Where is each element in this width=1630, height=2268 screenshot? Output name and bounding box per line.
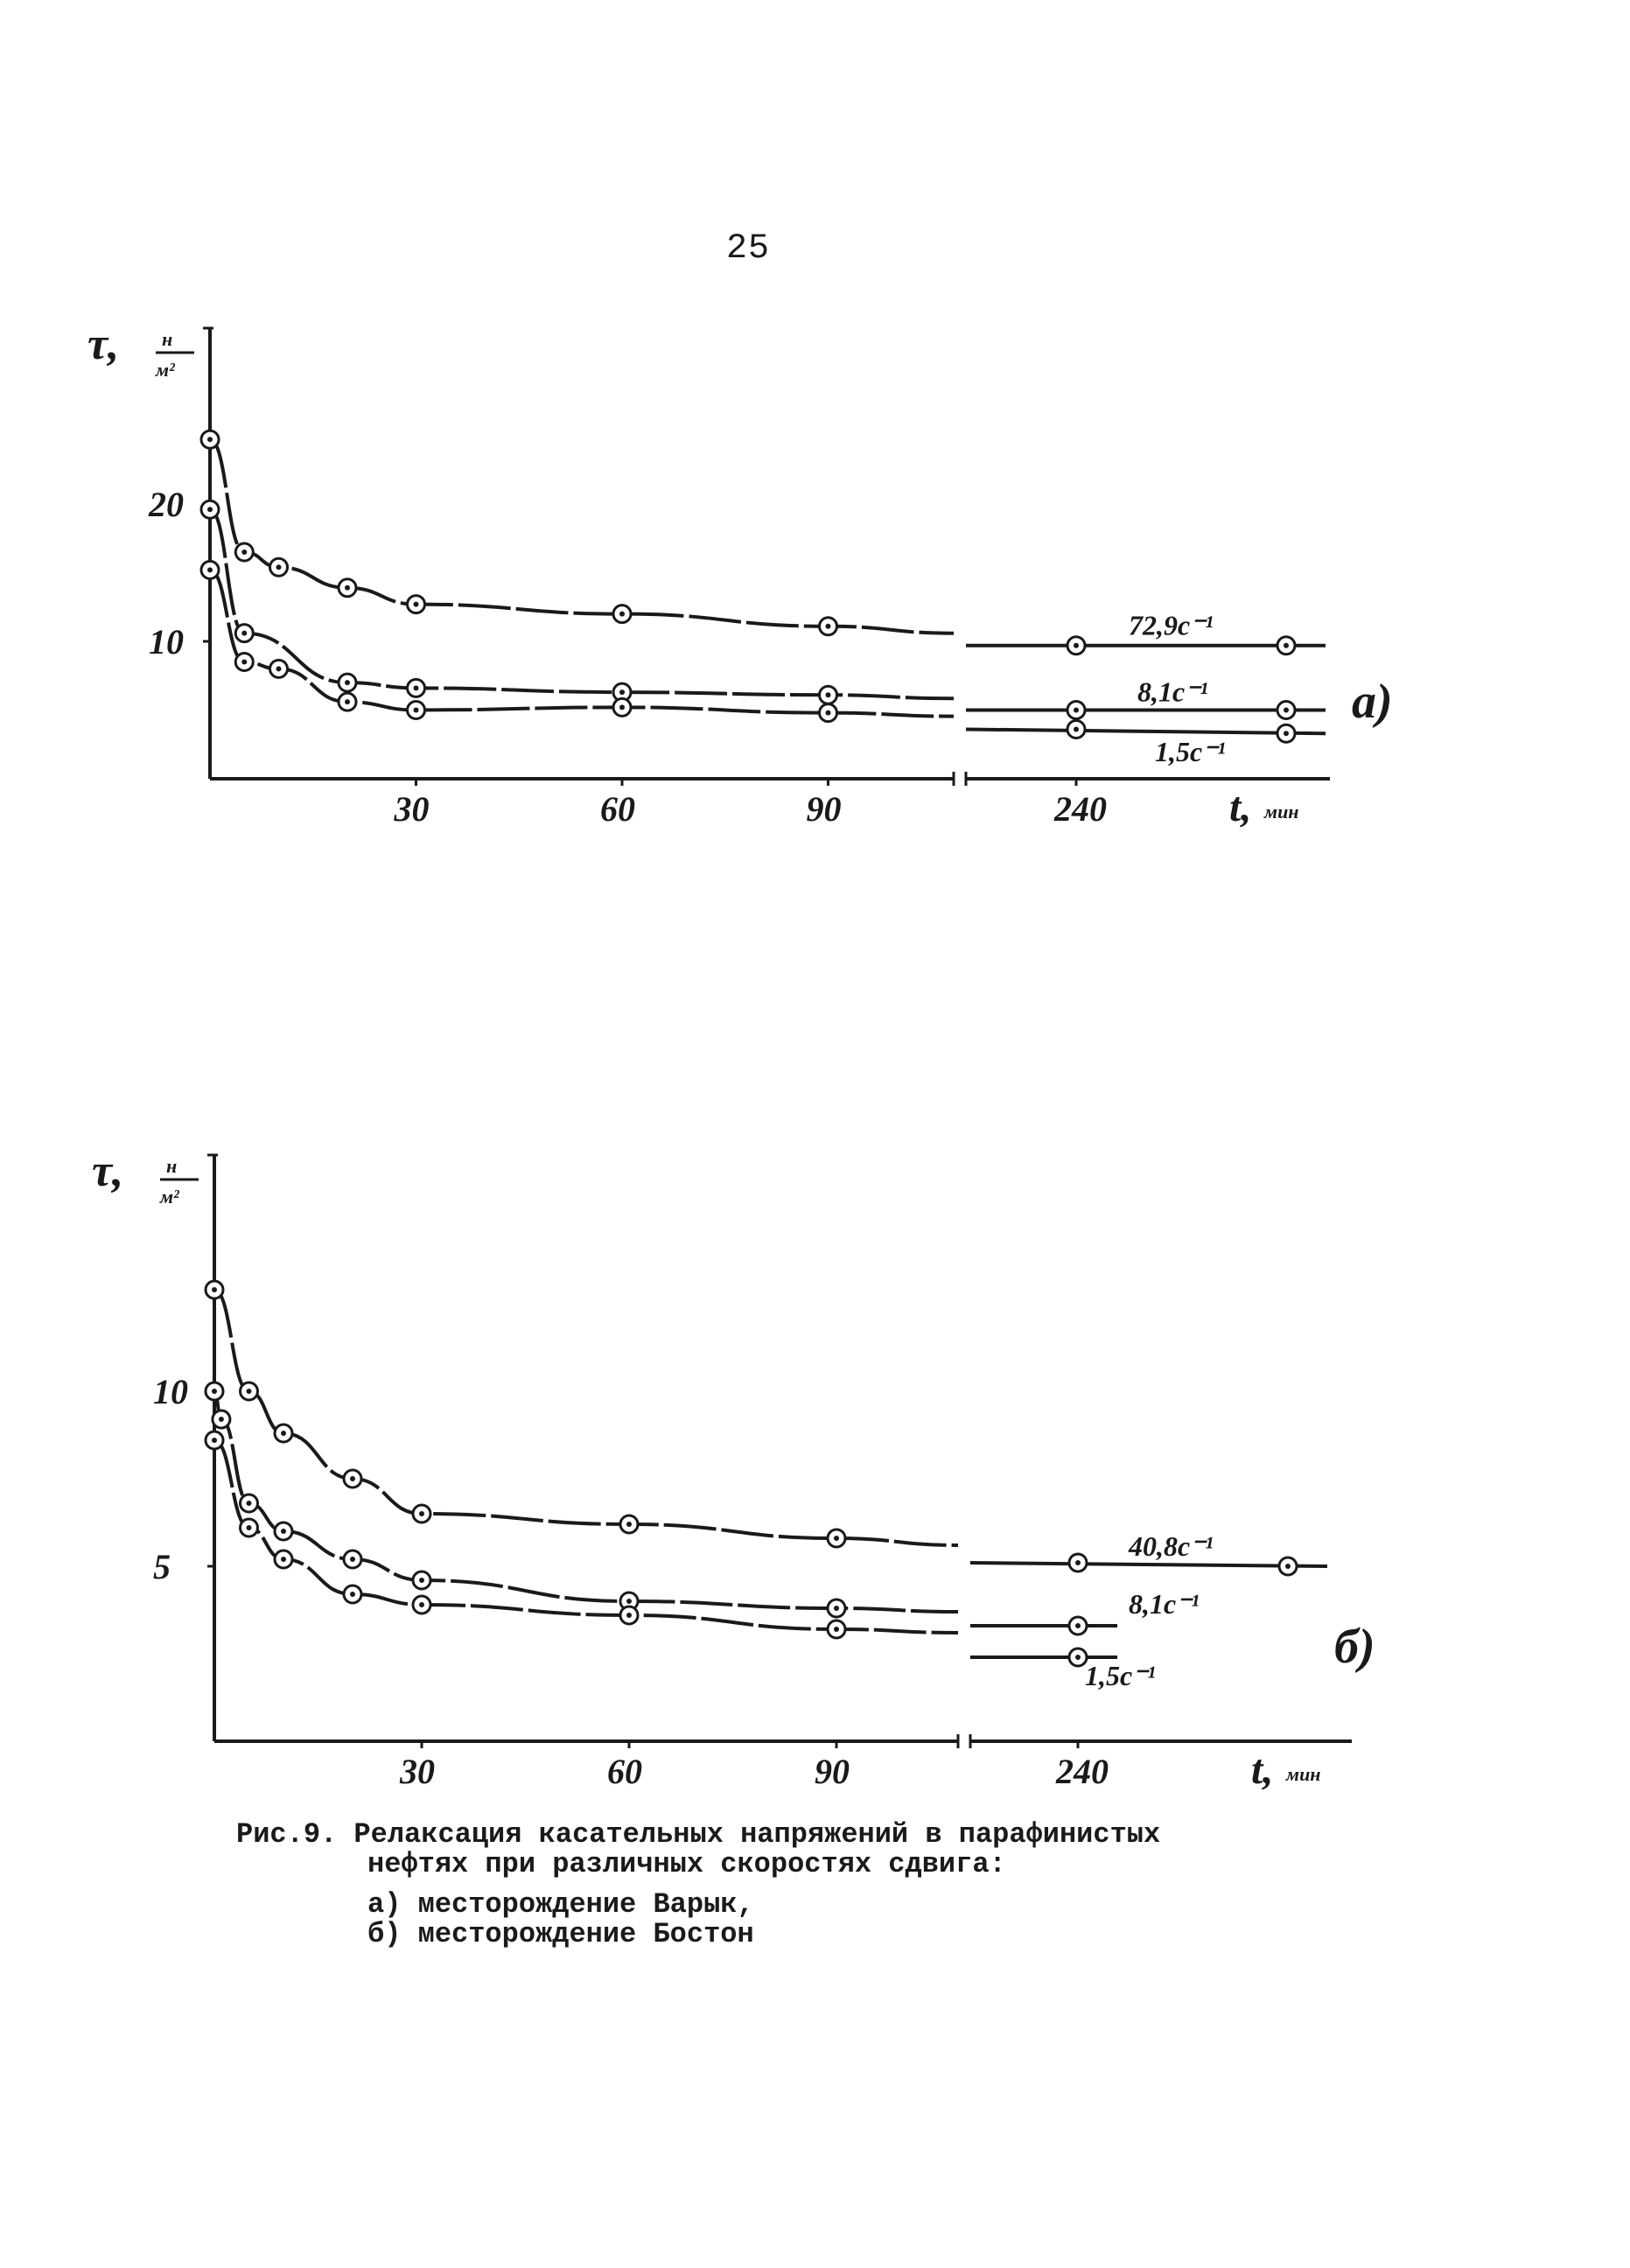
chart-b: τ, н м² 10 5 30 60 90 240 t, мин 40,8с⁻¹ 8,1с⁻¹ 1,5с⁻… bbox=[92, 1146, 1375, 1793]
data-point-center bbox=[276, 564, 282, 570]
x-tick-label: 90 bbox=[807, 789, 842, 829]
data-point-center bbox=[1284, 731, 1289, 737]
data-point-center bbox=[413, 685, 419, 691]
data-point-center bbox=[207, 567, 213, 573]
data-point-center bbox=[246, 1525, 252, 1530]
x-axis-symbol: t, bbox=[1251, 1746, 1273, 1793]
x-tick-label: 60 bbox=[607, 1752, 642, 1791]
y-axis-symbol: τ, bbox=[92, 1146, 123, 1196]
data-point-center bbox=[212, 1389, 217, 1394]
data-point-center bbox=[825, 710, 831, 716]
y-axis-unit-numerator: н bbox=[166, 1155, 177, 1177]
caption-line-4: б) месторождение Бостон bbox=[367, 1918, 754, 1950]
x-tick-label: 30 bbox=[394, 789, 430, 829]
series-label: 8,1с⁻¹ bbox=[1137, 676, 1208, 708]
series-line-left bbox=[213, 1390, 959, 1614]
data-point-center bbox=[350, 1557, 355, 1562]
series-line-left bbox=[213, 1288, 959, 1547]
data-point-center bbox=[619, 704, 625, 710]
data-point-center bbox=[241, 549, 248, 555]
series-label: 1,5с⁻¹ bbox=[1155, 736, 1226, 767]
data-point-center bbox=[218, 1417, 224, 1422]
data-point-center bbox=[1074, 707, 1079, 713]
series-label: 1,5с⁻¹ bbox=[1085, 1660, 1156, 1691]
y-axis-unit-numerator: н bbox=[162, 328, 172, 350]
caption-line-3: а) месторождение Варык, bbox=[367, 1888, 754, 1921]
x-axis-unit: мин bbox=[1263, 801, 1299, 822]
y-tick-label: 10 bbox=[153, 1372, 188, 1411]
data-point-center bbox=[345, 584, 350, 591]
x-axis-unit: мин bbox=[1285, 1763, 1321, 1785]
chart-a: τ, н м² 20 10 30 60 90 240 t, мин 72,9с⁻¹ 8,1с⁻¹ 1,5с… bbox=[87, 319, 1393, 830]
series-label: 8,1с⁻¹ bbox=[1129, 1588, 1200, 1620]
y-axis-unit-denominator: м² bbox=[159, 1186, 179, 1208]
caption-line-1: Рис.9. Релаксация касательных напряжений… bbox=[236, 1818, 1161, 1851]
data-point-center bbox=[246, 1389, 252, 1394]
figure-caption: Рис.9. Релаксация касательных напряжений… bbox=[236, 1820, 1160, 1950]
series-label: 72,9с⁻¹ bbox=[1129, 610, 1214, 641]
data-point-center bbox=[246, 1501, 252, 1506]
data-point-center bbox=[834, 1627, 839, 1632]
data-point-center bbox=[345, 699, 350, 705]
data-point-center bbox=[241, 659, 248, 665]
page-number: 25 bbox=[726, 229, 771, 269]
data-point-center bbox=[626, 1599, 632, 1604]
data-point-center bbox=[350, 1592, 355, 1597]
data-point-center bbox=[626, 1613, 632, 1618]
data-point-center bbox=[241, 630, 248, 636]
data-point-center bbox=[419, 1578, 424, 1583]
data-point-center bbox=[825, 692, 831, 698]
data-point-center bbox=[281, 1529, 286, 1534]
data-point-center bbox=[825, 623, 831, 629]
data-point-center bbox=[619, 611, 625, 617]
data-point-center bbox=[834, 1536, 839, 1541]
data-point-center bbox=[212, 1287, 217, 1292]
data-point-center bbox=[207, 437, 213, 443]
x-tick-label: 30 bbox=[399, 1752, 435, 1791]
data-point-center bbox=[281, 1431, 286, 1436]
x-tick-label: 240 bbox=[1055, 1752, 1109, 1791]
data-point-center bbox=[207, 507, 213, 513]
x-tick-label: 60 bbox=[600, 789, 635, 829]
x-axis-symbol: t, bbox=[1229, 784, 1251, 830]
data-point-center bbox=[419, 1511, 424, 1516]
panel-label: б) bbox=[1334, 1620, 1375, 1674]
x-tick-label: 90 bbox=[815, 1752, 850, 1791]
data-point-center bbox=[345, 680, 350, 686]
data-point-center bbox=[1074, 642, 1079, 648]
series-line-right bbox=[969, 1561, 1328, 1568]
y-axis-symbol: τ, bbox=[87, 319, 119, 369]
data-point-center bbox=[281, 1557, 286, 1562]
y-axis-unit-denominator: м² bbox=[155, 359, 175, 381]
x-tick-label: 240 bbox=[1053, 789, 1107, 829]
data-point-center bbox=[1285, 1564, 1291, 1569]
data-point-center bbox=[1075, 1655, 1081, 1660]
data-point-center bbox=[1075, 1623, 1081, 1628]
data-point-center bbox=[1075, 1560, 1081, 1565]
data-point-center bbox=[626, 1522, 632, 1527]
data-point-center bbox=[350, 1476, 355, 1481]
series-line-right bbox=[965, 727, 1326, 736]
data-point-center bbox=[413, 707, 419, 713]
y-tick-label: 20 bbox=[148, 485, 184, 524]
data-point-center bbox=[1074, 726, 1079, 732]
series-label: 40,8с⁻¹ bbox=[1128, 1530, 1214, 1562]
data-point-center bbox=[834, 1606, 839, 1611]
y-tick-label: 5 bbox=[153, 1547, 171, 1586]
panel-label: а) bbox=[1352, 675, 1393, 729]
series-line-left bbox=[213, 1438, 959, 1634]
y-tick-label: 10 bbox=[149, 622, 184, 662]
data-point-center bbox=[619, 690, 625, 696]
data-point-center bbox=[413, 601, 419, 607]
data-point-center bbox=[276, 666, 282, 672]
caption-line-2: нефтях при различных скоростях сдвига: bbox=[367, 1848, 1006, 1880]
data-point-center bbox=[1284, 642, 1289, 648]
data-point-center bbox=[419, 1602, 424, 1607]
data-point-center bbox=[212, 1438, 217, 1443]
data-point-center bbox=[1284, 707, 1289, 713]
